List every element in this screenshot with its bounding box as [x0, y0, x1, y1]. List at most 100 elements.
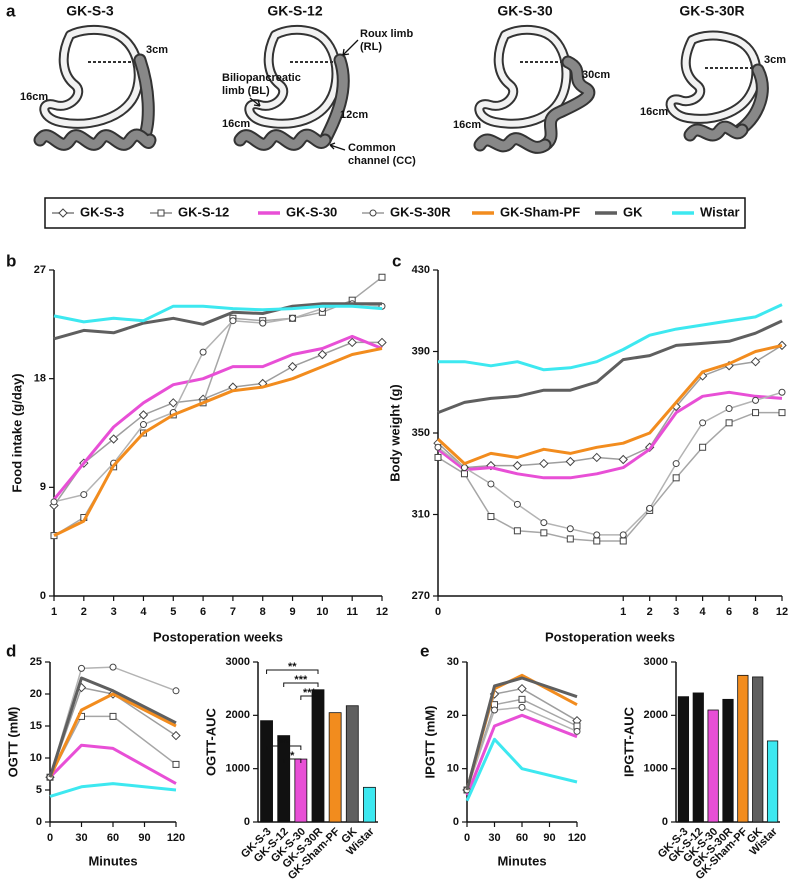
marker — [672, 460, 680, 468]
diagram-label: (RL) — [360, 41, 382, 53]
limb-inner — [320, 55, 348, 145]
x-axis-label: Postoperation weeks — [153, 629, 283, 644]
significance-label: *** — [303, 687, 317, 699]
panel-label: a — [6, 1, 16, 20]
x-tick-label: 3 — [673, 606, 679, 618]
series-line — [48, 692, 177, 778]
y-axis-label: OGTT (mM) — [5, 707, 20, 778]
x-tick-label: 30 — [488, 832, 500, 844]
marker — [138, 410, 149, 420]
x-tick-label: 90 — [138, 832, 150, 844]
marker — [672, 474, 680, 482]
y-tick-label: 1000 — [226, 763, 250, 775]
marker — [513, 500, 521, 508]
bar — [345, 705, 359, 823]
diagram-label: 3cm — [146, 44, 168, 56]
marker — [646, 504, 654, 512]
arrow — [329, 142, 346, 151]
marker — [229, 317, 237, 325]
x-tick-label: 12 — [376, 606, 388, 618]
marker — [487, 480, 495, 488]
marker — [289, 314, 297, 322]
marker — [171, 730, 181, 741]
x-tick-label: 1 — [620, 606, 626, 618]
y-tick-label: 15 — [30, 720, 42, 732]
significance-bracket — [283, 758, 302, 763]
y-tick-label: 5 — [36, 784, 42, 796]
x-tick-label: 1 — [51, 606, 57, 618]
diagram-label: 16cm — [640, 106, 668, 118]
marker — [259, 319, 267, 327]
diagram-label: Roux limb — [360, 28, 413, 40]
x-tick-label: 60 — [516, 832, 528, 844]
marker — [78, 664, 85, 672]
x-tick-label: 3 — [111, 606, 117, 618]
marker — [58, 208, 68, 218]
y-tick-label: 390 — [412, 345, 430, 357]
marker — [287, 361, 298, 372]
diagram-label: Biliopancreatic — [222, 72, 301, 84]
x-tick-label: 7 — [230, 606, 236, 618]
series-line — [53, 347, 383, 537]
diagram-label: 3cm — [764, 54, 786, 66]
legend-label: GK-S-3 — [80, 204, 124, 219]
y-tick-label: 270 — [412, 590, 430, 602]
series-line — [437, 319, 783, 414]
marker — [172, 687, 180, 695]
marker — [157, 209, 165, 217]
marker — [199, 348, 207, 356]
marker — [460, 470, 468, 478]
limb-inner — [135, 55, 153, 140]
bar — [677, 696, 690, 823]
y-tick-label: 0 — [36, 816, 42, 828]
bar — [722, 698, 734, 823]
marker — [517, 683, 527, 694]
marker — [540, 529, 548, 537]
marker — [778, 409, 786, 417]
series-line — [49, 686, 177, 778]
series-line — [438, 303, 783, 372]
diagram-label: 16cm — [222, 118, 250, 130]
diagram-2: GK-S-12 Roux limb (RL) Biliopancreatic l… — [222, 3, 416, 167]
legend-label: Wistar — [700, 204, 740, 219]
y-tick-label: 10 — [30, 752, 42, 764]
series-line — [465, 713, 578, 796]
y-axis-label: IPGTT (mM) — [422, 706, 437, 779]
marker — [566, 535, 574, 543]
series-line — [437, 411, 782, 542]
bar — [766, 740, 779, 823]
marker — [777, 340, 787, 351]
y-tick-label: 310 — [412, 508, 430, 520]
significance-bracket — [283, 682, 319, 687]
x-axis-label: Minutes — [88, 853, 137, 868]
y-axis-label: IPGTT-AUC — [621, 706, 636, 777]
y-tick-label: 30 — [447, 656, 459, 668]
y-tick-label: 0 — [662, 816, 668, 828]
x-tick-label: 10 — [316, 606, 328, 618]
y-tick-label: 2000 — [644, 709, 668, 721]
x-tick-label: 2 — [647, 606, 653, 618]
marker — [80, 491, 88, 499]
diagram-1: GK-S-3 3cm 16cm — [20, 3, 168, 151]
diagram-4: GK-S-30R 3cm 16cm — [640, 3, 786, 142]
intestine-inner — [235, 130, 330, 149]
y-tick-label: 0 — [244, 816, 250, 828]
marker — [172, 760, 180, 768]
x-tick-label: 12 — [776, 606, 788, 618]
y-axis-label: Body weight (g) — [387, 384, 402, 482]
panel-label: b — [6, 251, 16, 270]
series-line — [53, 303, 383, 503]
x-tick-label: 6 — [726, 606, 732, 618]
intestine-inner — [475, 134, 550, 152]
legend-label: GK-S-30 — [286, 204, 337, 219]
y-tick-label: 0 — [453, 816, 459, 828]
marker — [50, 498, 58, 506]
bar — [311, 689, 325, 823]
diagram-label: 16cm — [20, 91, 48, 103]
x-tick-label: 4 — [140, 606, 147, 618]
y-tick-label: 430 — [412, 264, 430, 276]
diagram-label: 16cm — [453, 119, 481, 131]
significance-label: *** — [294, 674, 308, 686]
x-axis-label: Postoperation weeks — [545, 629, 675, 644]
series-line — [437, 391, 783, 536]
